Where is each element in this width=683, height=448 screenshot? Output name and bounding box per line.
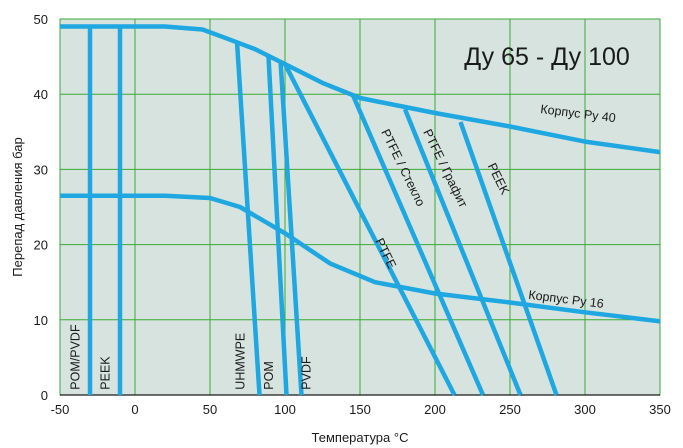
x-tick-label: 150 bbox=[349, 402, 371, 417]
y-tick-label: 10 bbox=[34, 313, 48, 328]
series-line-uhmwpe-4 bbox=[234, 41, 262, 396]
x-tick-label: 100 bbox=[274, 402, 296, 417]
x-tick-label: 350 bbox=[649, 402, 671, 417]
y-tick-label: 40 bbox=[34, 87, 48, 102]
y-tick-label: 0 bbox=[41, 388, 48, 403]
grid-lines bbox=[59, 18, 661, 396]
curve-label-peek: PEEK bbox=[99, 356, 113, 390]
y-tick-label: 20 bbox=[34, 238, 48, 253]
chart-title: Ду 65 - Ду 100 bbox=[464, 43, 630, 71]
series-line-ptfe-7 bbox=[282, 63, 457, 397]
y-tick-label: 50 bbox=[34, 12, 48, 27]
y-tick-label: 30 bbox=[34, 162, 48, 177]
series-line-peek-10 bbox=[458, 121, 559, 396]
curve-label-uhmwpe: UHMWPE bbox=[234, 333, 248, 390]
x-tick-label: 0 bbox=[131, 402, 138, 417]
curve-label-pom-pvdf: POM/PVDF bbox=[69, 324, 83, 390]
data-series bbox=[60, 24, 661, 397]
x-tick-label: 200 bbox=[424, 402, 446, 417]
curve-label-pom: POM bbox=[262, 361, 276, 389]
x-tick-label: 300 bbox=[574, 402, 596, 417]
x-tick-label: 50 bbox=[203, 402, 217, 417]
curve-label-pvdf: PVDF bbox=[300, 356, 314, 390]
x-axis-label: Температура °C bbox=[312, 430, 409, 445]
series-line-pom-5 bbox=[266, 56, 289, 396]
y-axis-label: Перепад давления бар bbox=[10, 137, 25, 276]
series-line-ptfe-графит-9 bbox=[402, 108, 523, 396]
x-tick-label: 250 bbox=[499, 402, 521, 417]
x-tick-label: -50 bbox=[51, 402, 70, 417]
series-line-ptfe-стекло-8 bbox=[350, 93, 486, 396]
series-line-pvdf-6 bbox=[278, 60, 304, 396]
